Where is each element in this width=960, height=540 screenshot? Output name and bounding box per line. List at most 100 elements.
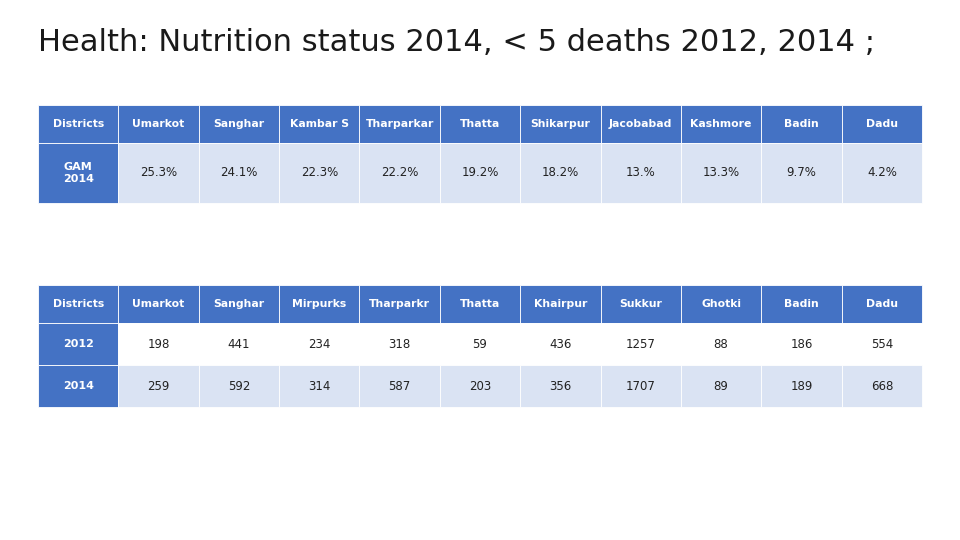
Bar xyxy=(681,365,761,407)
Bar xyxy=(38,285,118,323)
Text: 259: 259 xyxy=(147,380,170,393)
Bar xyxy=(199,285,279,323)
Bar xyxy=(279,143,359,203)
Text: Kambar S: Kambar S xyxy=(290,119,348,129)
Text: 9.7%: 9.7% xyxy=(786,166,816,179)
Text: 88: 88 xyxy=(713,338,729,350)
Bar xyxy=(520,143,601,203)
Bar xyxy=(118,285,199,323)
Bar xyxy=(118,143,199,203)
Text: Dadu: Dadu xyxy=(866,299,898,309)
Text: 234: 234 xyxy=(308,338,330,350)
Text: Thatta: Thatta xyxy=(460,119,500,129)
Text: Umarkot: Umarkot xyxy=(132,119,184,129)
Bar xyxy=(761,143,842,203)
Bar xyxy=(440,285,520,323)
Bar xyxy=(681,285,761,323)
Text: 2014: 2014 xyxy=(62,381,94,391)
Bar xyxy=(520,323,601,365)
Text: 203: 203 xyxy=(468,380,492,393)
Bar xyxy=(359,105,440,143)
Text: 18.2%: 18.2% xyxy=(541,166,579,179)
Bar xyxy=(761,105,842,143)
Bar xyxy=(520,105,601,143)
Text: Badin: Badin xyxy=(784,119,819,129)
Text: 59: 59 xyxy=(472,338,488,350)
Bar xyxy=(520,365,601,407)
Bar xyxy=(842,143,922,203)
Text: 587: 587 xyxy=(389,380,411,393)
Text: 1257: 1257 xyxy=(626,338,656,350)
Bar xyxy=(118,323,199,365)
Text: 19.2%: 19.2% xyxy=(462,166,498,179)
Bar xyxy=(199,365,279,407)
Bar xyxy=(601,143,681,203)
Text: Districts: Districts xyxy=(53,299,104,309)
Bar xyxy=(440,105,520,143)
Text: 22.2%: 22.2% xyxy=(381,166,419,179)
Text: 198: 198 xyxy=(147,338,170,350)
Bar xyxy=(279,365,359,407)
Bar xyxy=(761,323,842,365)
Bar xyxy=(440,323,520,365)
Bar xyxy=(199,143,279,203)
Bar xyxy=(842,285,922,323)
Bar xyxy=(359,365,440,407)
Text: 668: 668 xyxy=(871,380,893,393)
Text: 592: 592 xyxy=(228,380,251,393)
Text: 186: 186 xyxy=(790,338,813,350)
Bar xyxy=(601,323,681,365)
Text: 24.1%: 24.1% xyxy=(220,166,257,179)
Bar xyxy=(118,105,199,143)
Bar xyxy=(681,323,761,365)
Text: Sukkur: Sukkur xyxy=(619,299,662,309)
Text: 13.%: 13.% xyxy=(626,166,656,179)
Text: 441: 441 xyxy=(228,338,251,350)
Bar xyxy=(199,323,279,365)
Bar xyxy=(38,365,118,407)
Text: Khairpur: Khairpur xyxy=(534,299,588,309)
Bar xyxy=(842,323,922,365)
Text: Mirpurks: Mirpurks xyxy=(292,299,347,309)
Text: Jacobabad: Jacobabad xyxy=(609,119,672,129)
Text: 318: 318 xyxy=(389,338,411,350)
Bar xyxy=(842,365,922,407)
Bar xyxy=(681,143,761,203)
Text: Dadu: Dadu xyxy=(866,119,898,129)
Bar xyxy=(38,105,118,143)
Text: Thatta: Thatta xyxy=(460,299,500,309)
Text: Umarkot: Umarkot xyxy=(132,299,184,309)
Bar xyxy=(761,365,842,407)
Bar xyxy=(601,105,681,143)
Text: 436: 436 xyxy=(549,338,571,350)
Text: 356: 356 xyxy=(549,380,571,393)
Text: Sanghar: Sanghar xyxy=(213,299,264,309)
Bar xyxy=(279,285,359,323)
Bar xyxy=(440,365,520,407)
Bar xyxy=(681,105,761,143)
Bar xyxy=(842,105,922,143)
Text: 314: 314 xyxy=(308,380,330,393)
Text: 13.3%: 13.3% xyxy=(703,166,739,179)
Text: Districts: Districts xyxy=(53,119,104,129)
Bar xyxy=(38,143,118,203)
Bar xyxy=(199,105,279,143)
Text: 89: 89 xyxy=(713,380,729,393)
Text: Kashmore: Kashmore xyxy=(690,119,752,129)
Bar xyxy=(601,365,681,407)
Text: 554: 554 xyxy=(871,338,893,350)
Text: Shikarpur: Shikarpur xyxy=(531,119,590,129)
Bar xyxy=(279,105,359,143)
Text: Tharparkar: Tharparkar xyxy=(366,119,434,129)
Text: Sanghar: Sanghar xyxy=(213,119,264,129)
Text: 4.2%: 4.2% xyxy=(867,166,897,179)
Text: Health: Nutrition status 2014, < 5 deaths 2012, 2014 ;: Health: Nutrition status 2014, < 5 death… xyxy=(38,28,875,57)
Text: Badin: Badin xyxy=(784,299,819,309)
Text: Tharparkr: Tharparkr xyxy=(370,299,430,309)
Text: 22.3%: 22.3% xyxy=(300,166,338,179)
Bar xyxy=(359,323,440,365)
Bar xyxy=(520,285,601,323)
Text: 189: 189 xyxy=(790,380,813,393)
Bar xyxy=(601,285,681,323)
Bar xyxy=(118,365,199,407)
